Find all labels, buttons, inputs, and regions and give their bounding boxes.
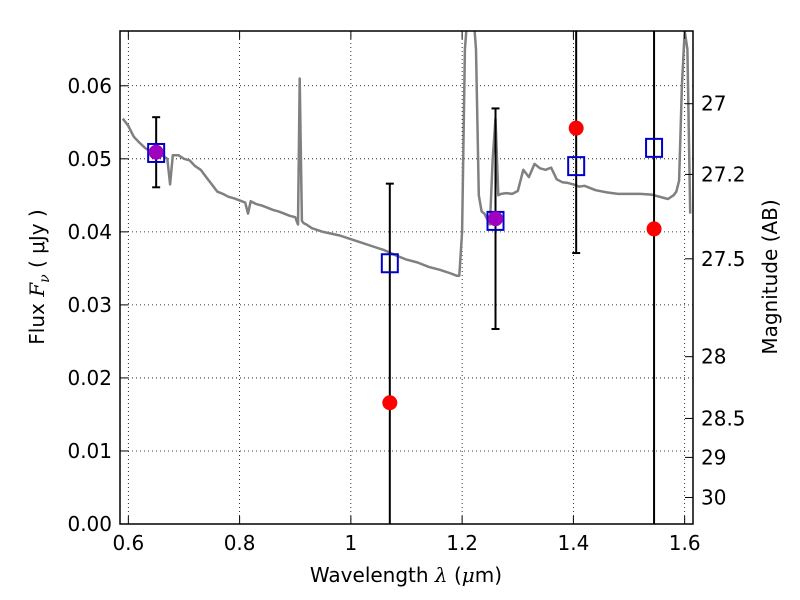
- model-photometry-square: [380, 253, 399, 274]
- x-tick-label: 0.8: [224, 531, 256, 555]
- axis-ticks: [120, 31, 693, 525]
- model-spectrum-line: [121, 31, 692, 277]
- plot-area: [121, 31, 692, 277]
- y-tick-labels: 0.00 0.01 0.02 0.03 0.04 0.05 0.06: [67, 74, 112, 536]
- y2-tick-label: 30: [701, 485, 726, 509]
- x-axis-label: Wavelength λ (μm): [310, 563, 502, 587]
- y2-tick-label: 27.5: [701, 247, 746, 271]
- observed-photometry-point: [488, 211, 504, 227]
- x-tick-label: 1.4: [557, 531, 589, 555]
- y2-tick-label: 27.2: [701, 162, 746, 186]
- model-photometry-markers: [147, 137, 664, 274]
- observed-photometry-point: [382, 395, 398, 411]
- observed-photometry-point: [568, 120, 584, 136]
- x-tick-label: 0.6: [112, 531, 144, 555]
- x-tick-label: 1.2: [446, 531, 478, 555]
- plot-frame: [119, 30, 694, 525]
- y-tick-label: 0.02: [67, 366, 112, 390]
- model-photometry-square: [567, 156, 586, 177]
- y2-tick-labels: 27 27.2 27.5 28 28.5 29 30: [701, 92, 746, 510]
- y-tick-label: 0.06: [67, 74, 112, 98]
- model-photometry-square: [147, 142, 166, 163]
- y-tick-label: 0.03: [67, 293, 112, 317]
- y-axis-label: Flux Fν ( μJy ): [25, 209, 53, 344]
- model-photometry-square: [645, 137, 664, 158]
- y2-tick-label: 29: [701, 445, 726, 469]
- y2-tick-label: 27: [701, 92, 726, 116]
- x-tick-labels: 0.6 0.8 1 1.2 1.4 1.6: [112, 531, 700, 555]
- y2-tick-label: 28.5: [701, 406, 746, 430]
- y-tick-label: 0.05: [67, 147, 112, 171]
- observed-photometry-point: [148, 144, 164, 160]
- y-tick-label: 0.04: [67, 220, 112, 244]
- y-tick-label: 0.00: [67, 512, 112, 536]
- x-tick-label: 1: [345, 531, 358, 555]
- y2-tick-label: 28: [701, 345, 726, 369]
- observed-photometry-markers: [148, 120, 662, 411]
- y-tick-label: 0.01: [67, 439, 112, 463]
- observed-photometry-point: [646, 221, 662, 237]
- y2-axis-label: Magnitude (AB): [758, 199, 782, 354]
- x-tick-label: 1.6: [669, 531, 701, 555]
